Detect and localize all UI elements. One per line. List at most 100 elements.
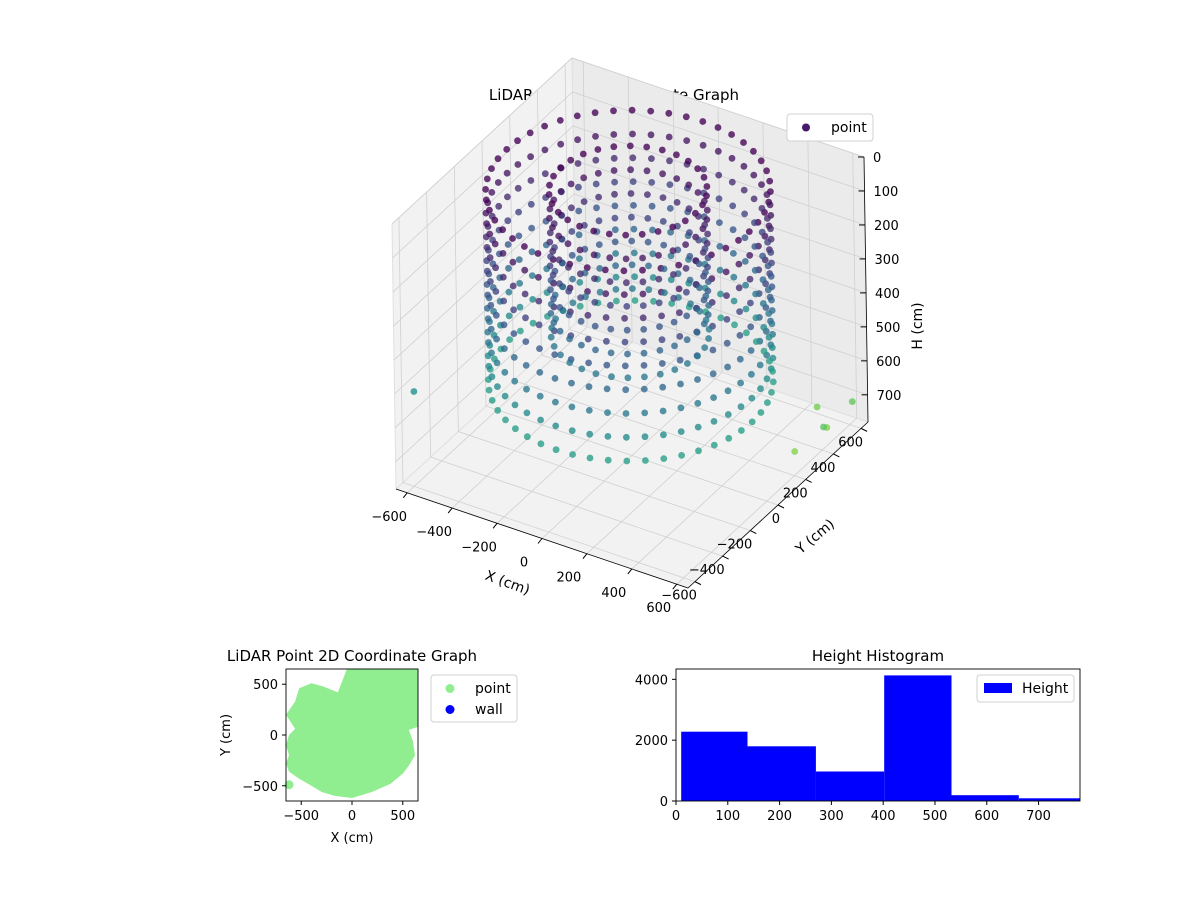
chart-3d-point	[703, 206, 711, 214]
chart-3d-point	[702, 292, 710, 300]
chart-3d-point	[557, 140, 565, 148]
chart-3d-point	[493, 335, 500, 343]
chart-3d-point	[621, 314, 628, 322]
chart-3d-point	[751, 219, 758, 227]
chart-3d-point	[565, 264, 572, 271]
hist-frame	[675, 668, 1081, 802]
chart-3d-point	[485, 362, 493, 370]
chart-3d-point	[493, 359, 501, 367]
chart-3d-point	[730, 273, 738, 281]
chart-3d-point	[639, 314, 647, 322]
chart-3d-point	[702, 269, 709, 276]
chart-3d-point	[494, 155, 502, 163]
chart-3d-xgrid	[676, 153, 858, 585]
chart-3d-point	[700, 173, 708, 181]
chart-3d-point	[742, 281, 749, 289]
chart-3d-legend-box	[786, 113, 874, 142]
chart-3d-point	[641, 433, 649, 441]
chart-3d-point	[528, 272, 536, 279]
chart-3d-point	[546, 262, 554, 270]
chart-3d-point	[492, 311, 500, 319]
chart-3d-point	[494, 179, 502, 186]
chart-3d-point	[668, 300, 676, 307]
chart-3d-ytick-label: 200	[783, 486, 808, 501]
chart-3d-point	[509, 258, 517, 266]
chart-3d-point	[552, 446, 560, 454]
chart-3d-point	[488, 397, 496, 404]
chart-3d-point	[577, 270, 584, 278]
chart-3d-point	[686, 276, 694, 284]
chart-3d-point	[629, 130, 636, 138]
chart-3d-point	[592, 133, 599, 140]
chart-3d-point	[549, 224, 556, 231]
chart-3d-point	[514, 184, 522, 192]
chart-3d-point	[550, 295, 557, 303]
chart-3d-point	[517, 327, 524, 335]
chart-3d-point	[658, 360, 666, 367]
chart-3d-point	[482, 196, 490, 204]
chart-3d-point	[536, 345, 543, 352]
chart-3d-point	[757, 157, 765, 165]
chart-3d-point	[640, 385, 648, 393]
chart-3d-point	[767, 225, 774, 233]
chart-3d-ztick-label: 700	[877, 389, 902, 404]
chart-3d-point	[677, 428, 685, 435]
chart-3d-point	[606, 254, 614, 262]
chart-3d-point	[695, 260, 703, 268]
chart-3d-point	[630, 225, 638, 233]
chart-3d-point	[660, 241, 668, 249]
chart-3d-point	[644, 238, 652, 246]
chart-3d-point	[536, 392, 544, 400]
chart-3d-point	[724, 411, 732, 418]
chart-3d-point	[660, 431, 667, 439]
chart-3d-point	[521, 290, 529, 298]
chart-3d-point	[601, 266, 609, 274]
chart-2d-xtick-label: 0	[348, 809, 356, 824]
chart-3d-point	[791, 448, 799, 455]
chart-3d-point	[564, 240, 572, 248]
chart-3d-point	[716, 266, 724, 274]
chart-3d-point	[764, 215, 771, 222]
chart-3d-point	[622, 231, 630, 239]
chart-3d-point	[580, 198, 588, 206]
chart-2d-legend-marker-wall	[445, 705, 455, 714]
chart-2d-ytick-label: −500	[242, 780, 278, 795]
chart-3d-point	[621, 338, 629, 346]
chart-3d-point	[591, 298, 599, 306]
chart-3d-point	[699, 118, 707, 125]
chart-3d-point	[694, 165, 702, 173]
hist-xtick-label: 100	[715, 809, 740, 824]
chart-3d-ygrid	[481, 140, 779, 506]
chart-3d-point	[410, 388, 418, 395]
chart-3d-ytick	[777, 504, 785, 509]
chart-3d-point	[683, 288, 690, 296]
chart-3d-point	[673, 175, 681, 183]
chart-3d-point	[745, 228, 753, 236]
chart-3d-point	[596, 288, 604, 296]
chart-3d-point	[584, 311, 592, 319]
chart-3d-point	[660, 265, 668, 273]
chart-3d-point	[683, 137, 691, 145]
chart-3d-xlabel: X (cm)	[483, 568, 532, 599]
chart-3d-point	[549, 247, 557, 255]
chart-3d-point	[568, 379, 575, 387]
hist-legend: Height	[976, 674, 1075, 703]
chart-3d-point	[483, 175, 491, 183]
chart-3d-point	[566, 335, 573, 343]
chart-2d-legend-label-point: point	[475, 681, 511, 697]
chart-3d-point	[528, 224, 535, 232]
chart-3d-point	[611, 214, 619, 222]
hist-title: Height Histogram	[812, 647, 944, 665]
chart-3d-point	[710, 394, 717, 401]
hist-ytick-label: 2000	[635, 734, 668, 749]
chart-3d-xtick-label: −600	[371, 510, 407, 525]
chart-3d-point	[523, 433, 531, 441]
chart-3d-point	[568, 204, 575, 212]
chart-3d-point	[528, 248, 536, 256]
chart-3d-point	[567, 156, 575, 164]
chart-3d-point	[577, 317, 585, 325]
chart-3d-point	[639, 278, 647, 286]
chart-3d-point	[509, 282, 517, 290]
chart-2d-xtick-label: 500	[390, 809, 415, 824]
chart-3d-point	[649, 226, 656, 234]
